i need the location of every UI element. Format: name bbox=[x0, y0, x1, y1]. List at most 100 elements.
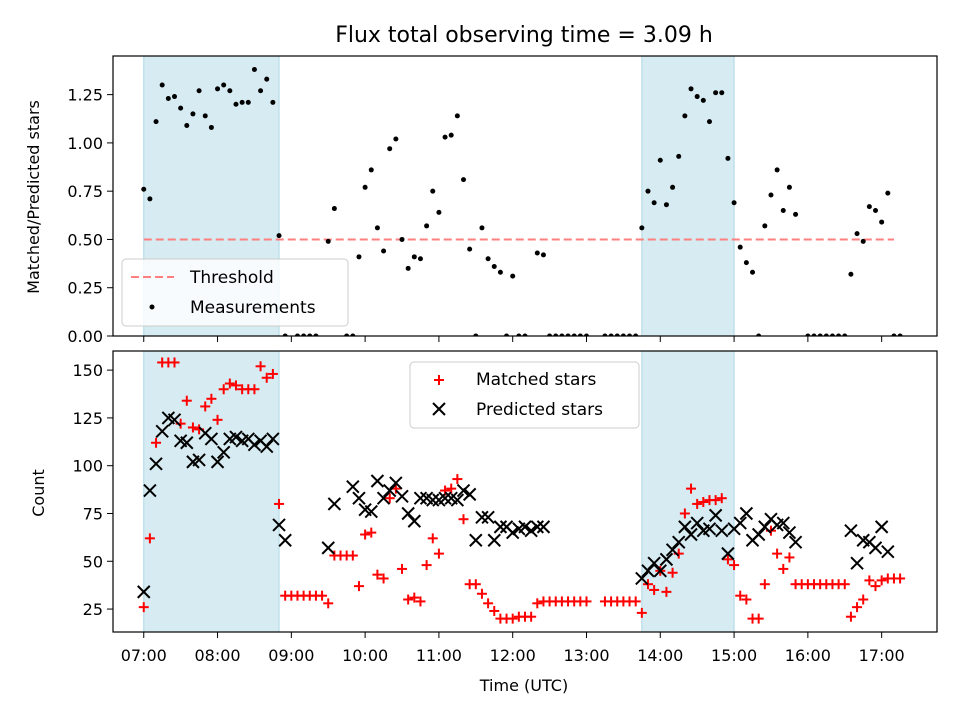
measurement-point bbox=[362, 184, 368, 190]
predicted-stars-point bbox=[733, 516, 747, 530]
measurement-point bbox=[756, 333, 762, 336]
measurement-point bbox=[706, 119, 712, 125]
matched-stars-point bbox=[427, 533, 438, 544]
legend-predicted-swatch bbox=[432, 402, 446, 416]
matched-stars-point bbox=[144, 533, 155, 544]
measurement-point bbox=[823, 333, 829, 336]
matched-stars-point bbox=[200, 401, 211, 412]
measurement-point bbox=[171, 94, 177, 100]
predicted-stars-point bbox=[278, 533, 292, 547]
matched-stars-point bbox=[440, 485, 451, 496]
matched-stars-point bbox=[741, 594, 752, 605]
matched-stars-point bbox=[753, 613, 764, 624]
predicted-stars-point bbox=[536, 520, 551, 534]
matched-stars-point bbox=[458, 514, 469, 525]
xtick-label: 10:00 bbox=[342, 646, 388, 665]
measurement-point bbox=[393, 136, 399, 142]
predicted-stars-point bbox=[401, 506, 415, 521]
count-panel: 25 50 75 100 125 150 07:00 08:00 09:00 10:00 11:00… bbox=[72, 350, 938, 665]
matched-stars-point bbox=[267, 368, 278, 379]
matched-stars-point bbox=[138, 602, 149, 613]
matched-stars-point bbox=[778, 563, 789, 574]
measurement-point bbox=[387, 146, 393, 152]
matched-stars-point bbox=[255, 361, 266, 372]
measurement-point bbox=[282, 333, 288, 336]
measurement-point bbox=[467, 246, 473, 252]
measurement-point bbox=[141, 186, 147, 192]
predicted-stars-point bbox=[524, 523, 538, 538]
matched-stars-point bbox=[372, 569, 383, 580]
measurement-point bbox=[178, 105, 184, 111]
measurement-point bbox=[516, 333, 522, 336]
predicted-stars-point bbox=[247, 437, 262, 452]
predicted-stars-point bbox=[450, 493, 465, 507]
predicted-stars-point bbox=[672, 535, 686, 549]
matched-stars-point bbox=[686, 483, 697, 494]
measurement-point bbox=[215, 86, 221, 92]
measurement-point bbox=[866, 204, 872, 210]
measurement-point bbox=[553, 333, 559, 336]
measurement-point bbox=[540, 252, 546, 258]
predicted-stars-point bbox=[321, 541, 335, 555]
predicted-stars-point bbox=[137, 585, 151, 599]
matched-stars-point bbox=[784, 552, 795, 563]
measurement-point bbox=[301, 333, 307, 336]
top-ytick-label: 0.25 bbox=[67, 279, 103, 298]
matched-stars-point bbox=[169, 357, 180, 368]
measurement-point bbox=[651, 200, 657, 206]
measurement-point bbox=[350, 333, 356, 336]
measurement-point bbox=[294, 333, 300, 336]
measurement-point bbox=[344, 333, 350, 336]
predicted-stars-point bbox=[659, 552, 674, 567]
predicted-stars-point bbox=[708, 508, 723, 523]
matched-stars-point bbox=[759, 579, 770, 590]
measurement-point bbox=[891, 333, 897, 336]
predicted-stars-point bbox=[143, 483, 157, 498]
measurement-point bbox=[202, 113, 208, 119]
measurement-point bbox=[159, 82, 165, 88]
measurement-point bbox=[848, 271, 854, 277]
predicted-stars-point bbox=[481, 510, 495, 525]
measurement-point bbox=[879, 219, 885, 225]
measurement-point bbox=[608, 333, 614, 336]
predicted-stars-point bbox=[678, 520, 692, 534]
measurement-point bbox=[577, 333, 583, 336]
measurement-point bbox=[860, 238, 866, 244]
legend-bottom: Matched stars Predicted stars bbox=[409, 361, 640, 429]
matched-stars-point bbox=[274, 498, 285, 509]
top-ytick-label: 0.75 bbox=[67, 182, 103, 201]
predicted-stars-point bbox=[389, 476, 403, 490]
measurement-point bbox=[774, 167, 780, 173]
matched-stars-point bbox=[483, 598, 494, 609]
predicted-stars-point bbox=[684, 527, 698, 542]
legend-measurements-label: Measurements bbox=[190, 298, 316, 318]
matched-stars-point bbox=[470, 579, 481, 590]
matched-stars-point bbox=[403, 594, 414, 605]
matched-stars-point bbox=[581, 596, 592, 607]
matched-stars-point bbox=[397, 563, 408, 574]
predicted-stars-point bbox=[776, 516, 790, 530]
measurement-point bbox=[836, 333, 842, 336]
measurement-point bbox=[793, 211, 799, 217]
measurement-point bbox=[491, 263, 497, 269]
matched-stars-point bbox=[249, 384, 260, 395]
predicted-stars-point bbox=[370, 474, 385, 488]
predicted-stars-point bbox=[850, 556, 864, 570]
measurement-point bbox=[583, 333, 589, 336]
measurement-point bbox=[485, 256, 491, 262]
measurement-point bbox=[873, 207, 879, 213]
measurement-point bbox=[663, 202, 669, 208]
bottom-axes-frame bbox=[112, 350, 938, 633]
measurement-point bbox=[719, 90, 725, 96]
measurement-point bbox=[196, 88, 202, 94]
matched-stars-point bbox=[661, 586, 672, 597]
top-ytick-label: 1.25 bbox=[67, 86, 103, 105]
bottom-ytick-label: 150 bbox=[72, 361, 103, 380]
predicted-stars-point bbox=[346, 480, 360, 494]
measurement-point bbox=[424, 223, 430, 229]
predicted-stars-point bbox=[376, 491, 391, 505]
measurement-point bbox=[461, 177, 467, 183]
measurement-point bbox=[534, 250, 540, 256]
xtick-label: 14:00 bbox=[637, 646, 683, 665]
matched-stars-point bbox=[772, 548, 783, 559]
